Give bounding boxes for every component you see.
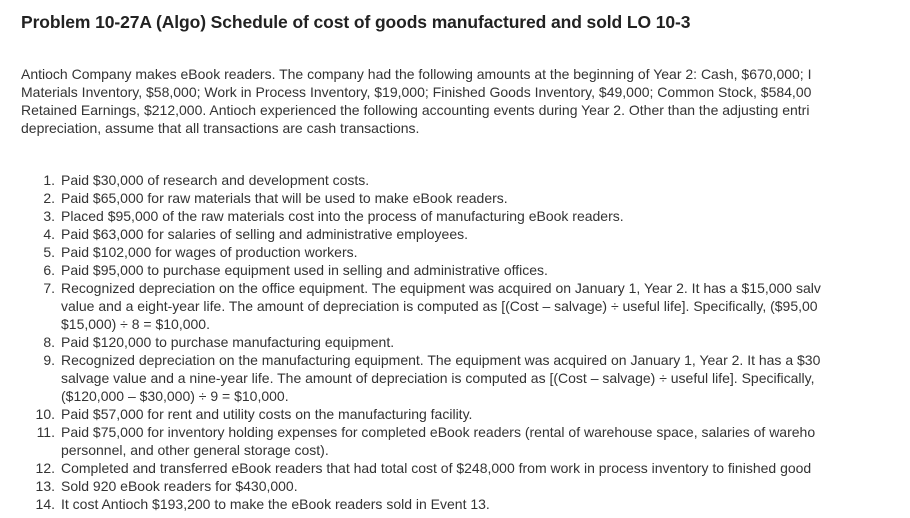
event-text: Paid $63,000 for salaries of selling and… [61,226,469,242]
event-item: 13. Sold 920 eBook readers for $430,000. [29,477,910,495]
event-item: 6. Paid $95,000 to purchase equipment us… [29,261,910,279]
intro-line: Retained Earnings, $212,000. Antioch exp… [21,102,810,118]
event-number: 12. [35,460,55,476]
event-number: 14. [35,496,55,512]
event-number: 6. [43,262,55,278]
event-text: Placed $95,000 of the raw materials cost… [61,208,624,224]
event-number: 5. [43,244,55,260]
intro-line: Antioch Company makes eBook readers. The… [21,66,812,82]
intro-line: depreciation, assume that all transactio… [21,120,420,136]
event-item: 14. It cost Antioch $193,200 to make the… [29,495,910,513]
event-text: Recognized depreciation on the manufactu… [61,352,821,368]
event-item: 10. Paid $57,000 for rent and utility co… [29,405,910,423]
event-number: 4. [43,226,55,242]
event-text: ($120,000 – $30,000) ÷ 9 = $10,000. [61,388,289,404]
event-item: 9. Recognized depreciation on the manufa… [29,351,910,405]
event-text: Paid $57,000 for rent and utility costs … [61,406,473,422]
event-item: 7. Recognized depreciation on the office… [29,279,910,333]
intro-line: Materials Inventory, $58,000; Work in Pr… [21,84,812,100]
event-text: Paid $30,000 of research and development… [61,172,370,188]
event-text: Paid $75,000 for inventory holding expen… [61,424,816,440]
event-text: Recognized depreciation on the office eq… [61,280,821,296]
event-item: 12. Completed and transferred eBook read… [29,459,910,477]
intro-paragraph: Antioch Company makes eBook readers. The… [21,65,910,137]
event-number: 13. [35,478,55,494]
event-text: Paid $120,000 to purchase manufacturing … [61,334,395,350]
event-text: Paid $102,000 for wages of production wo… [61,244,358,260]
event-item: 3. Placed $95,000 of the raw materials c… [29,207,910,225]
event-number: 9. [43,352,55,368]
event-text: Paid $65,000 for raw materials that will… [61,190,508,206]
event-item: 11. Paid $75,000 for inventory holding e… [29,423,910,459]
event-number: 2. [43,190,55,206]
event-item: 2. Paid $65,000 for raw materials that w… [29,189,910,207]
event-number: 7. [43,280,55,296]
events-list: 1. Paid $30,000 of research and developm… [29,171,910,513]
event-text: salvage value and a nine-year life. The … [61,370,815,386]
event-text: Sold 920 eBook readers for $430,000. [61,478,298,494]
event-text: Completed and transferred eBook readers … [61,460,812,476]
event-number: 10. [35,406,55,422]
event-text: value and a eight-year life. The amount … [61,298,818,314]
event-text: Paid $95,000 to purchase equipment used … [61,262,548,278]
event-item: 8. Paid $120,000 to purchase manufacturi… [29,333,910,351]
event-item: 4. Paid $63,000 for salaries of selling … [29,225,910,243]
event-number: 3. [43,208,55,224]
event-text: personnel, and other general storage cos… [61,442,329,458]
event-item: 5. Paid $102,000 for wages of production… [29,243,910,261]
event-number: 11. [36,424,55,440]
event-number: 8. [43,334,55,350]
event-item: 1. Paid $30,000 of research and developm… [29,171,910,189]
event-text: $15,000) ÷ 8 = $10,000. [61,316,210,332]
event-number: 1. [43,172,55,188]
problem-title: Problem 10-27A (Algo) Schedule of cost o… [21,12,691,32]
event-text: It cost Antioch $193,200 to make the eBo… [61,496,490,512]
